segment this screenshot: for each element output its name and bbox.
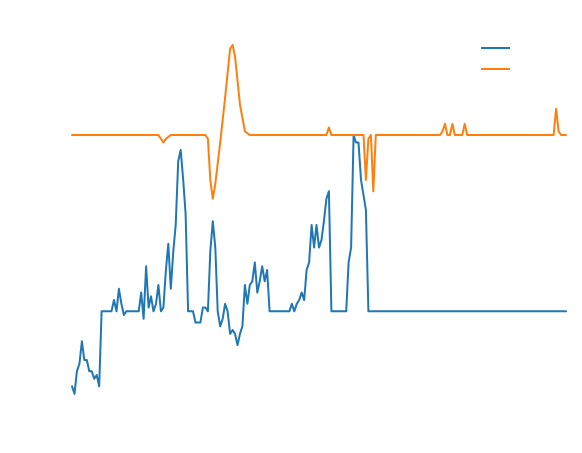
series-line-2 [71, 44, 567, 200]
legend [481, 47, 510, 70]
plot-area [71, 44, 567, 395]
series-line-1 [71, 134, 567, 395]
